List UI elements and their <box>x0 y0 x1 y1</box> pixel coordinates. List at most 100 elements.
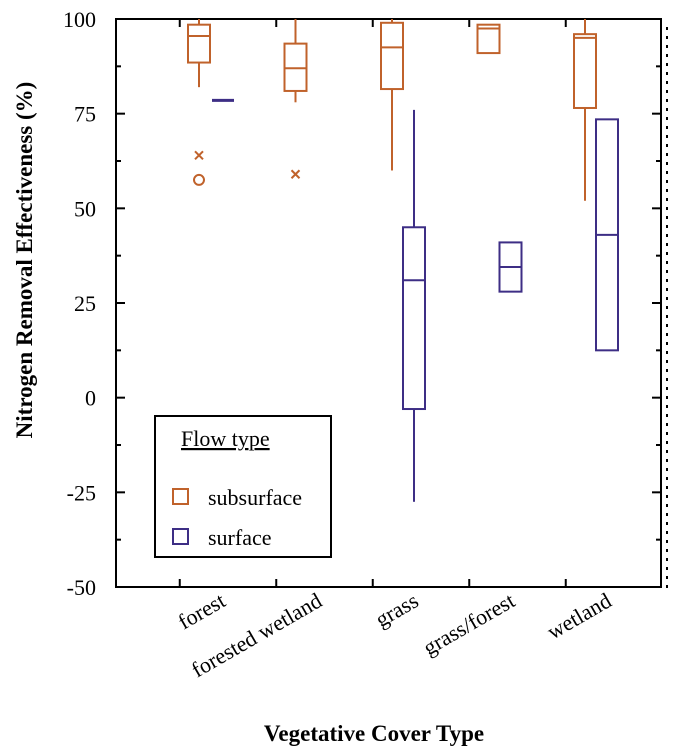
right-dot <box>666 36 668 39</box>
x-axis-ticks <box>178 19 567 587</box>
right-dot <box>666 153 668 156</box>
right-dot <box>666 54 668 57</box>
legend-swatch-subsurface <box>172 488 189 505</box>
right-dot <box>666 477 668 480</box>
right-dot <box>666 63 668 66</box>
legend: Flow type subsurface surface <box>154 415 332 558</box>
right-dot <box>666 27 668 30</box>
right-dot <box>666 99 668 102</box>
right-dot <box>666 396 668 399</box>
right-dot <box>666 540 668 543</box>
category-label: forest <box>174 588 230 635</box>
x-axis-title: Vegetative Cover Type <box>264 721 484 746</box>
legend-swatch-surface <box>172 528 189 545</box>
right-dot <box>666 414 668 417</box>
right-dot <box>666 162 668 165</box>
right-dot <box>666 576 668 579</box>
right-dot <box>666 315 668 318</box>
right-dot <box>666 468 668 471</box>
right-dot <box>666 531 668 534</box>
right-dot <box>666 126 668 129</box>
legend-label-subsurface: subsurface <box>208 485 302 510</box>
box-surface <box>402 109 426 502</box>
right-dot <box>666 270 668 273</box>
outlier-circle <box>193 173 205 186</box>
right-dot <box>666 198 668 201</box>
category-label: grass/forest <box>419 588 519 660</box>
y-tick-label: 75 <box>74 102 96 127</box>
right-axis-dotted-ticks <box>652 18 668 588</box>
box-subsurface <box>573 19 597 201</box>
right-dot <box>666 513 668 516</box>
category-label: grass <box>371 588 423 632</box>
right-dot <box>666 252 668 255</box>
right-dot <box>666 342 668 345</box>
right-dot <box>666 405 668 408</box>
right-dot <box>666 441 668 444</box>
right-dot <box>666 180 668 183</box>
box-subsurface <box>283 19 308 179</box>
right-dot <box>666 522 668 525</box>
y-axis-ticks: -50 -25 0 25 50 75 100 <box>63 7 125 600</box>
right-dot <box>666 387 668 390</box>
right-dot <box>666 306 668 309</box>
y-tick-label: 0 <box>85 386 96 411</box>
right-dot <box>666 351 668 354</box>
right-dot <box>666 333 668 336</box>
outlier-x-b <box>194 150 204 161</box>
y-tick-label: -25 <box>67 480 96 505</box>
legend-title: Flow type <box>181 426 270 451</box>
right-dot <box>666 189 668 192</box>
box-iqr <box>380 21 404 91</box>
right-dot <box>666 495 668 498</box>
right-dot <box>666 504 668 507</box>
right-dot <box>666 567 668 570</box>
y-axis-title: Nitrogen Removal Effectiveness (%) <box>12 82 37 439</box>
right-dot <box>666 90 668 93</box>
right-dot <box>666 486 668 489</box>
outlier-x-b <box>290 169 301 179</box>
right-dot <box>666 585 668 588</box>
box-iqr <box>187 23 211 64</box>
right-dot <box>666 423 668 426</box>
right-dot <box>666 81 668 84</box>
box-iqr <box>573 33 597 109</box>
right-dot <box>666 369 668 372</box>
right-dot <box>666 297 668 300</box>
boxes-layer <box>187 19 619 502</box>
right-dot <box>666 234 668 237</box>
right-dot <box>666 72 668 75</box>
right-dot <box>666 450 668 453</box>
right-dot <box>666 549 668 552</box>
right-dot <box>666 135 668 138</box>
right-dot <box>666 225 668 228</box>
box-iqr <box>476 23 501 55</box>
right-dot <box>666 324 668 327</box>
right-dot <box>666 558 668 561</box>
box-surface <box>498 241 523 293</box>
right-dot <box>666 216 668 219</box>
right-dot <box>666 108 668 111</box>
right-dot <box>666 279 668 282</box>
right-dot <box>666 261 668 264</box>
box-surface <box>595 118 619 352</box>
category-label: wetland <box>543 588 616 644</box>
right-dot <box>666 432 668 435</box>
y-tick-label: 50 <box>74 196 96 221</box>
right-dot <box>666 459 668 462</box>
legend-box <box>154 415 332 558</box>
y-tick-label: 25 <box>74 291 96 316</box>
legend-label-surface: surface <box>208 525 272 550</box>
box-subsurface <box>476 23 501 55</box>
y-tick-label: 100 <box>63 7 96 32</box>
right-dot <box>666 378 668 381</box>
right-dot <box>666 207 668 210</box>
right-dot <box>666 288 668 291</box>
box-iqr <box>402 226 426 411</box>
right-dot <box>666 144 668 147</box>
y-tick-label: -50 <box>67 575 96 600</box>
right-dot <box>666 45 668 48</box>
right-dot <box>666 360 668 363</box>
